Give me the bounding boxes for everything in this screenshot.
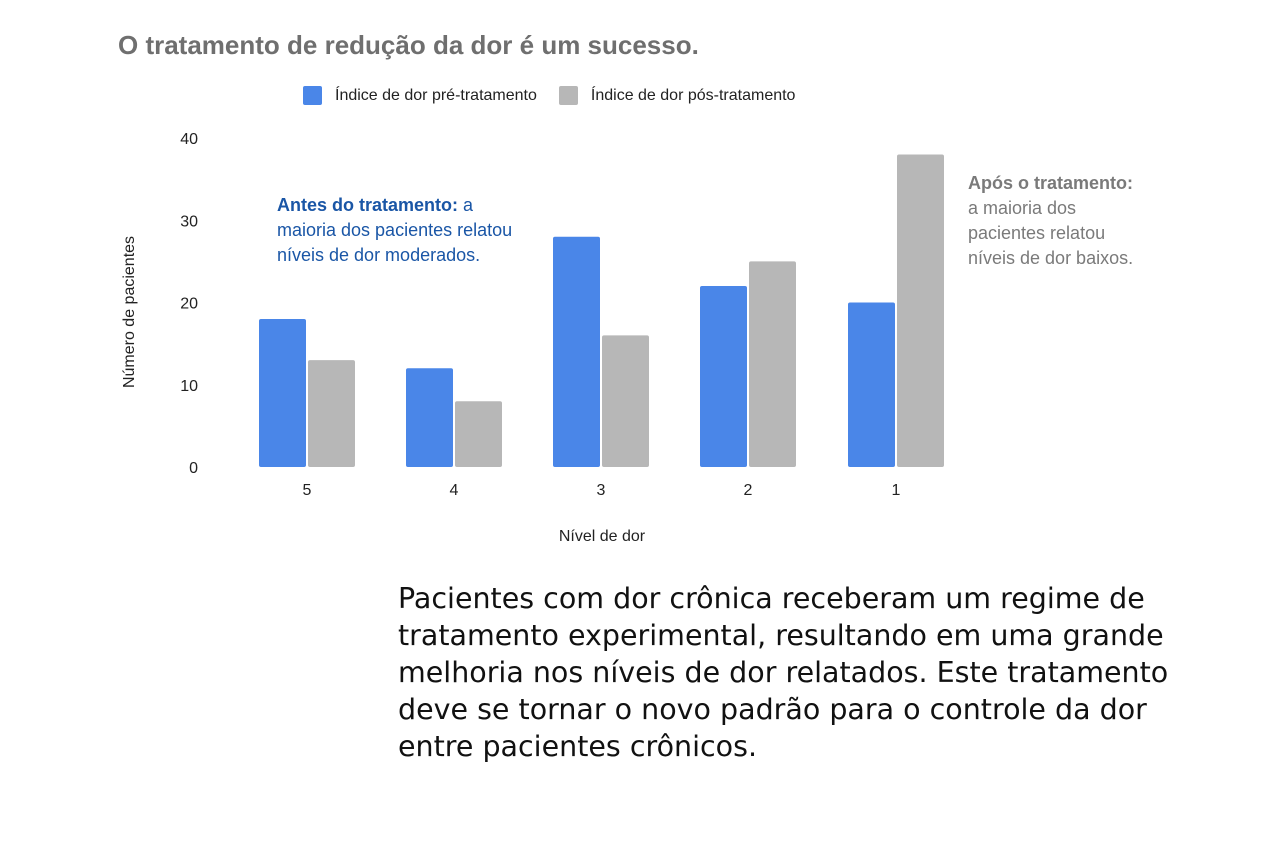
- bar-post-treatment: [455, 401, 502, 467]
- y-tick-label: 30: [180, 213, 198, 230]
- legend-item-pre: Índice de dor pré-tratamento: [303, 86, 537, 105]
- chart-title: O tratamento de redução da dor é um suce…: [118, 30, 699, 60]
- annotation-after-line2: a maioria dos: [968, 198, 1077, 218]
- x-tick-label: 3: [597, 482, 606, 499]
- annotation-after-line4: níveis de dor baixos.: [968, 248, 1134, 268]
- caption-text: Pacientes com dor crônica receberam um r…: [398, 582, 1169, 763]
- legend: Índice de dor pré-tratamento Índice de d…: [303, 86, 817, 105]
- bar-pre-treatment: [553, 236, 600, 467]
- y-axis-label: Número de pacientes: [121, 235, 138, 389]
- legend-swatch-post: [558, 86, 578, 105]
- y-tick-label: 20: [180, 296, 198, 313]
- annotation-before-line1-tail: a: [458, 195, 474, 215]
- y-tick-label: 10: [180, 378, 198, 395]
- annotation-after-heading: Após o tratamento:: [968, 173, 1134, 193]
- bar-pre-treatment: [259, 318, 306, 467]
- legend-label-post: Índice de dor pós-tratamento: [590, 86, 796, 104]
- legend-item-post: Índice de dor pós-tratamento: [558, 86, 796, 105]
- legend-label-pre: Índice de dor pré-tratamento: [335, 86, 537, 104]
- annotation-after-line3: pacientes relatou: [968, 223, 1106, 243]
- bar-pre-treatment: [406, 368, 453, 467]
- x-tick-label: 4: [450, 482, 459, 499]
- y-tick-label: 0: [189, 460, 198, 477]
- bar-post-treatment: [602, 335, 649, 467]
- annotation-before-heading: Antes do tratamento:: [277, 195, 459, 215]
- x-tick-label: 5: [303, 482, 312, 499]
- annotation-before-line3: níveis de dor moderados.: [277, 245, 481, 265]
- x-tick-label: 2: [744, 482, 753, 499]
- annotation-before-treatment: Antes do tratamento: a maioria dos pacie…: [277, 193, 512, 268]
- bar-post-treatment: [308, 360, 355, 467]
- x-axis-label: Nível de dor: [558, 528, 646, 545]
- y-tick-label: 40: [180, 131, 198, 148]
- legend-swatch-pre: [303, 86, 322, 105]
- x-tick-label: 1: [892, 482, 901, 499]
- bar-post-treatment: [749, 261, 796, 467]
- bar-pre-treatment: [700, 286, 747, 467]
- annotation-before-line2: maioria dos pacientes relatou: [277, 220, 513, 240]
- bar-post-treatment: [897, 154, 944, 467]
- annotation-after-treatment: Após o tratamento: a maioria dos pacient…: [968, 171, 1133, 271]
- bar-pre-treatment: [848, 302, 895, 467]
